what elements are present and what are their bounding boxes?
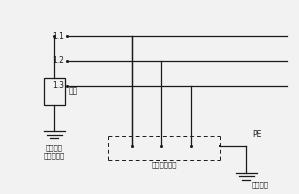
Bar	[44, 78, 65, 105]
Text: 低压系统
电源接地点: 低压系统 电源接地点	[44, 145, 65, 159]
Text: 接地装置: 接地装置	[252, 182, 269, 188]
Text: 外露导电部分: 外露导电部分	[151, 162, 177, 168]
Text: 1.3: 1.3	[53, 81, 65, 90]
Text: 1.1: 1.1	[53, 32, 65, 41]
Text: 阻抗: 阻抗	[69, 87, 78, 96]
Text: 1.2: 1.2	[53, 56, 65, 65]
Text: PE: PE	[252, 130, 261, 139]
